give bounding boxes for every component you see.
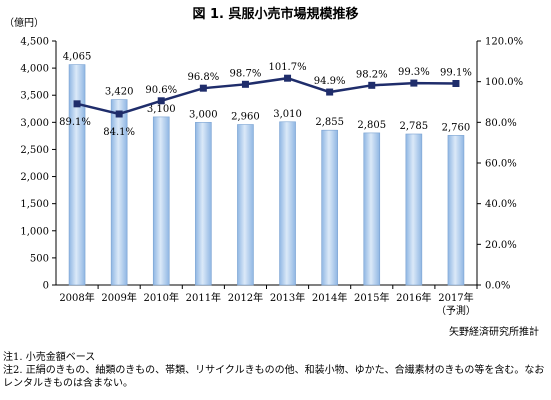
bar: [405, 133, 423, 286]
bar-value-label: 2,855: [315, 117, 344, 128]
line-point: [157, 97, 165, 105]
line-value-label: 99.1%: [440, 67, 472, 78]
bar-value-label: 3,420: [105, 87, 134, 98]
line-point: [326, 88, 334, 96]
series-line: [76, 76, 456, 116]
bar: [68, 64, 86, 286]
line-value-label: 89.1%: [59, 117, 91, 128]
note-2-text: 注2. 正絹のきもの、紬類のきもの、帯類、リサイクルきものの他、和装小物、ゆかた…: [3, 365, 545, 389]
note-1: 注1. 小売金額ベース: [3, 352, 96, 363]
line-value-label: 90.6%: [145, 85, 177, 96]
bar: [279, 121, 296, 286]
line-value-label: 98.7%: [230, 68, 262, 79]
bar: [447, 135, 465, 286]
line-value-label: 94.9%: [314, 76, 346, 87]
x-tick-label: 2013年: [270, 291, 305, 304]
x-tick-label: 2015年: [354, 291, 389, 304]
line-point: [241, 80, 249, 88]
bar-value-label: 4,065: [63, 52, 92, 63]
line-value-label: 101.7%: [268, 62, 306, 73]
x-tick-label: 2008年: [59, 291, 94, 304]
y2-tick-label: 120.0%: [485, 37, 523, 48]
x-tick-label: 2010年: [144, 291, 179, 304]
y-tick-label: 4,500: [20, 37, 49, 48]
line-value-label: 99.3%: [398, 67, 430, 78]
line-value-label: 96.8%: [187, 72, 219, 83]
bar-value-label: 3,000: [189, 109, 218, 120]
bar-value-label: 3,100: [147, 104, 176, 115]
y2-tick-label: 40.0%: [485, 199, 517, 210]
x-tick-label: 2012年: [228, 291, 263, 304]
bar-value-label: 2,760: [442, 122, 471, 133]
y-tick-label: 3,500: [20, 91, 49, 102]
line-point: [199, 84, 207, 92]
bar-value-label: 2,960: [231, 112, 260, 123]
x-tick-label: 2009年: [101, 291, 136, 304]
y2-tick-label: 60.0%: [485, 159, 517, 170]
x-tick-label: 2014年: [312, 291, 347, 304]
y-tick-label: 500: [30, 253, 49, 264]
notes: 注1. 小売金額ベース 注2. 正絹のきもの、紬類のきもの、帯類、リサイクルきも…: [3, 351, 549, 390]
line-point: [368, 81, 376, 89]
bar: [363, 132, 381, 286]
y2-tick-label: 100.0%: [485, 77, 523, 88]
y2-tick-label: 0.0%: [485, 281, 510, 292]
bar: [152, 116, 170, 286]
line-point: [115, 110, 123, 118]
line-point: [410, 79, 418, 87]
bar-value-label: 2,785: [400, 121, 429, 132]
y-tick-label: 1,500: [20, 199, 49, 210]
y-tick-label: 2,000: [20, 172, 49, 183]
note-2: 注2. 正絹のきもの、紬類のきもの、帯類、リサイクルきものの他、和装小物、ゆかた…: [3, 364, 549, 390]
y-tick-label: 1,000: [20, 226, 49, 237]
bar-value-label: 3,010: [273, 109, 302, 120]
x-tick-sublabel: （予測）: [436, 304, 476, 317]
y-tick-label: 4,000: [20, 64, 49, 75]
y-tick-label: 0: [43, 281, 49, 292]
bar: [237, 124, 254, 286]
y2-tick-label: 20.0%: [485, 240, 517, 251]
y-tick-label: 2,500: [20, 145, 49, 156]
x-tick-label: 2011年: [186, 291, 221, 304]
y2-tick-label: 80.0%: [485, 118, 517, 129]
line-point: [452, 79, 460, 87]
bar: [110, 99, 128, 286]
x-tick-label: 2017年: [438, 291, 473, 304]
bar: [321, 129, 338, 286]
bar-value-label: 2,805: [357, 120, 386, 131]
bar: [195, 122, 212, 286]
source-note: 矢野経済研究所推計: [449, 327, 539, 338]
x-tick-label: 2016年: [396, 291, 431, 304]
line-value-label: 84.1%: [103, 127, 135, 138]
chart-title: 図 1. 呉服小売市場規模推移: [192, 7, 359, 22]
chart: 4,065 3,420 3,100 3,000 2,960 3,010 2,855 2,805…: [4, 16, 523, 317]
y-axis-label: （億円）: [4, 16, 44, 29]
line-point: [284, 74, 292, 82]
line-value-label: 98.2%: [356, 69, 388, 80]
y-tick-label: 3,000: [20, 118, 49, 129]
line-point: [73, 100, 81, 108]
